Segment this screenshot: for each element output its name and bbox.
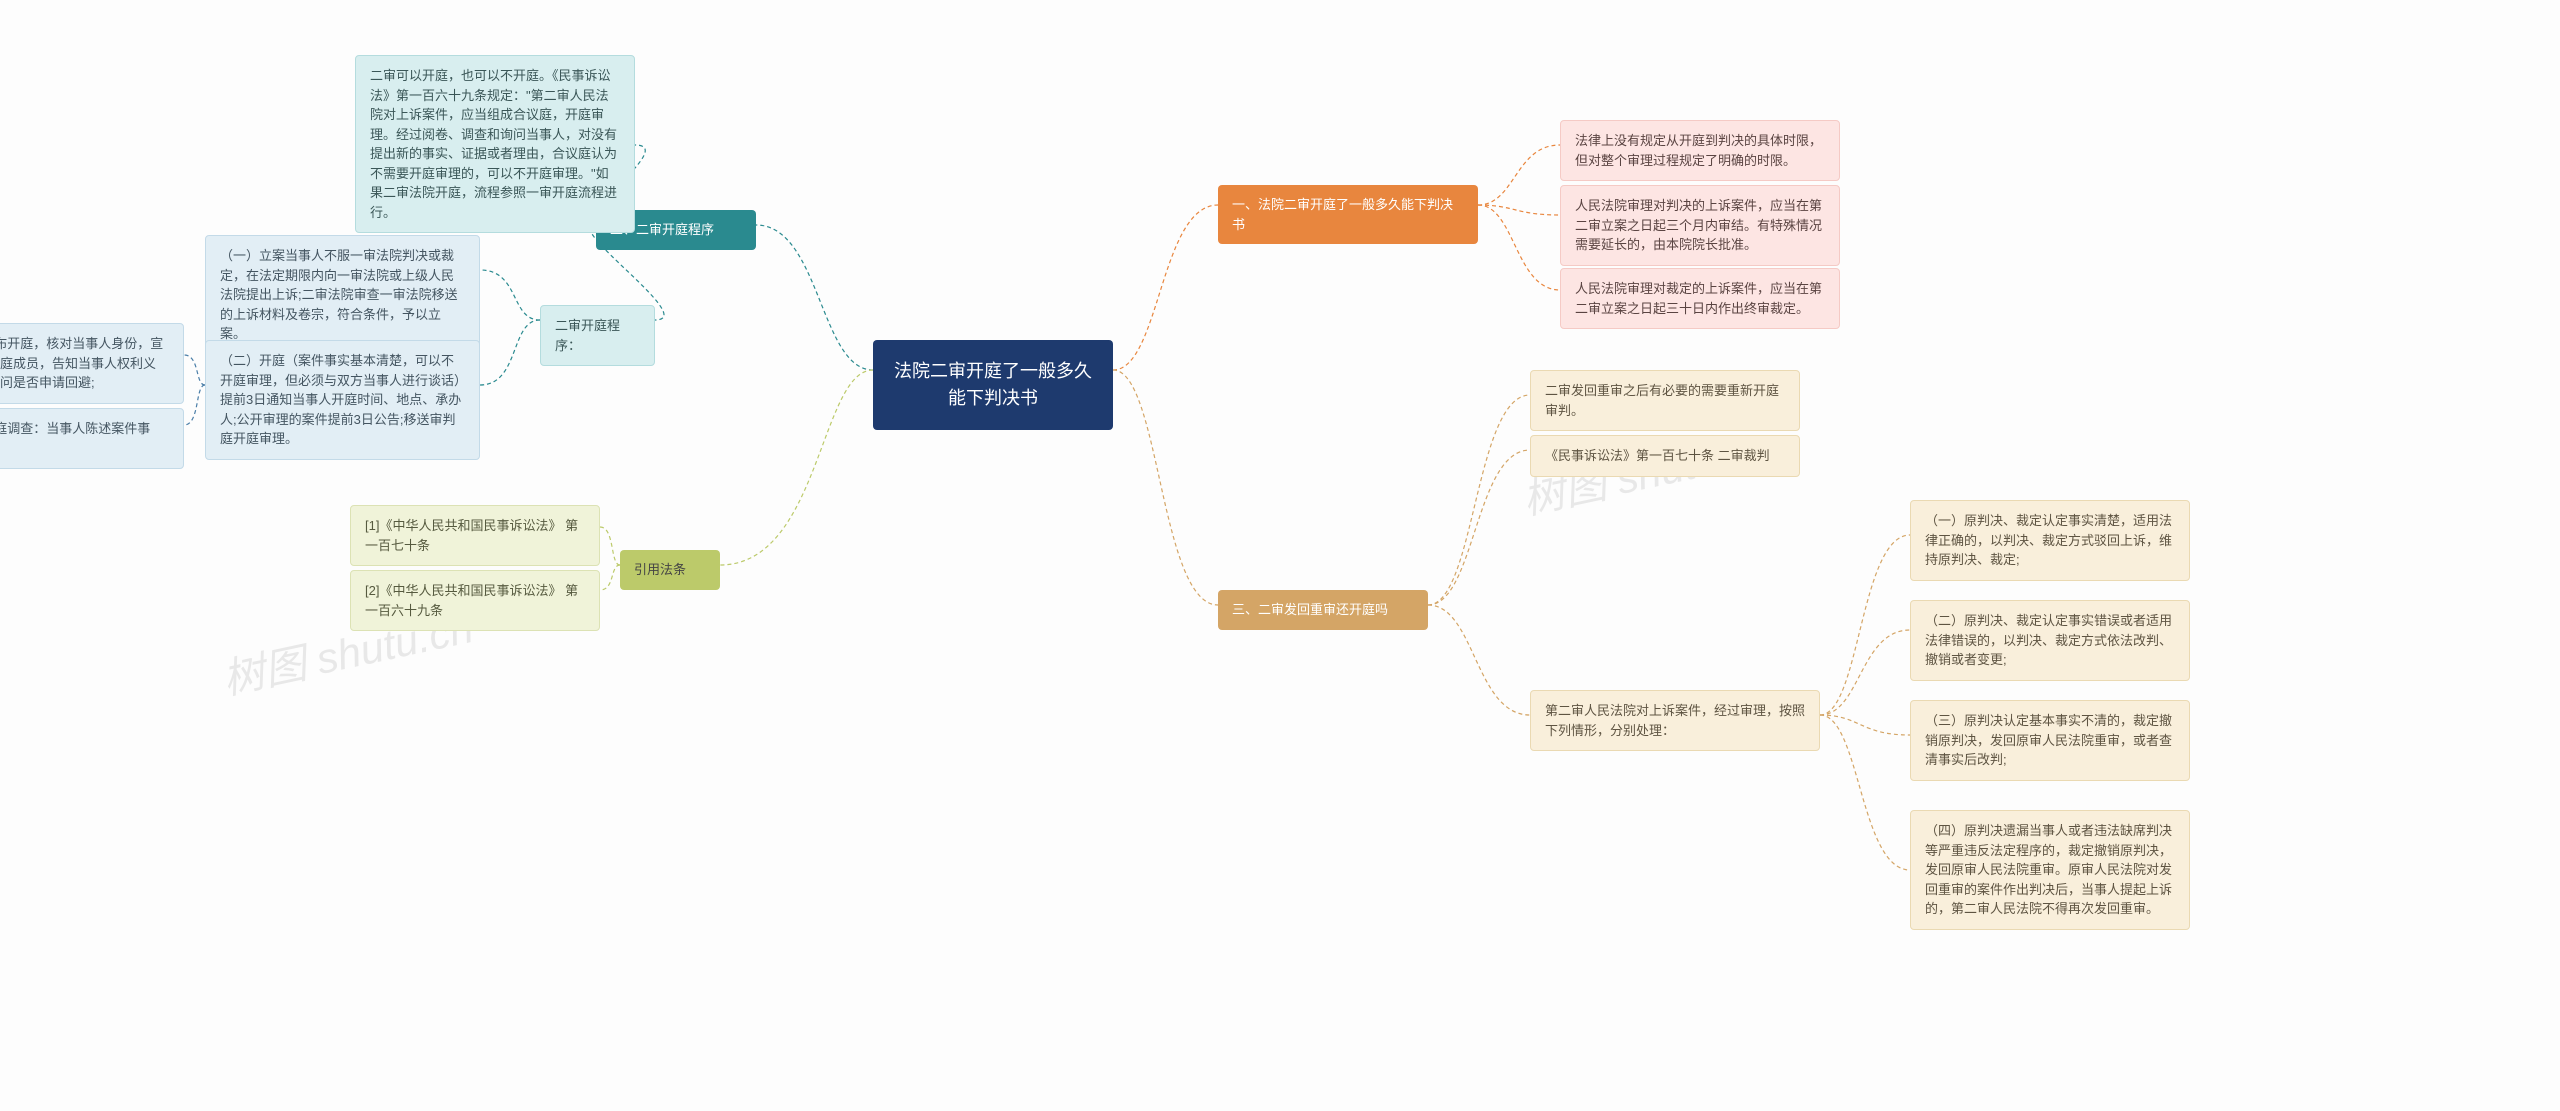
section-one-leaf-2: 人民法院审理对裁定的上诉案件，应当在第二审立案之日起三十日内作出终审裁定。 [1560, 268, 1840, 329]
section-ref-item-0: [1]《中华人民共和国民事诉讼法》 第一百七十条 [350, 505, 600, 566]
section-three-leaf-1: 《民事诉讼法》第一百七十条 二审裁判 [1530, 435, 1800, 477]
section-three-title: 三、二审发回重审还开庭吗 [1232, 602, 1388, 617]
section-three-sub: 第二审人民法院对上诉案件，经过审理，按照下列情形，分别处理： [1530, 690, 1820, 751]
section-two-deep-0: 1、宣布开庭，核对当事人身份，宣布合议庭成员，告知当事人权利义务，询问是否申请回… [0, 323, 184, 404]
root-node: 法院二审开庭了一般多久能下判决书 [873, 340, 1113, 430]
section-one-leaf-1: 人民法院审理对判决的上诉案件，应当在第二审立案之日起三个月内审结。有特殊情况需要… [1560, 185, 1840, 266]
section-two-deep-1: 2、法庭调查：当事人陈述案件事实。 [0, 408, 184, 469]
section-three-sub-item-1: （二）原判决、裁定认定事实错误或者适用法律错误的，以判决、裁定方式依法改判、撤销… [1910, 600, 2190, 681]
section-two-para: 二审可以开庭，也可以不开庭。《民事诉讼法》第一百六十九条规定："第二审人民法院对… [355, 55, 635, 233]
section-two-proc-1: （二）开庭（案件事实基本清楚，可以不开庭审理，但必须与双方当事人进行谈话）提前3… [205, 340, 480, 460]
section-one-leaf-0: 法律上没有规定从开庭到判决的具体时限，但对整个审理过程规定了明确的时限。 [1560, 120, 1840, 181]
section-three-sub-item-0: （一）原判决、裁定认定事实清楚，适用法律正确的，以判决、裁定方式驳回上诉，维持原… [1910, 500, 2190, 581]
section-two-proc-0: （一）立案当事人不服一审法院判决或裁定，在法定期限内向一审法院或上级人民法院提出… [205, 235, 480, 355]
section-ref-item-1: [2]《中华人民共和国民事诉讼法》 第一百六十九条 [350, 570, 600, 631]
section-ref-title: 引用法条 [634, 562, 686, 577]
section-ref: 引用法条 [620, 550, 720, 590]
section-three-sub-item-2: （三）原判决认定基本事实不清的，裁定撤销原判决，发回原审人民法院重审，或者查清事… [1910, 700, 2190, 781]
section-three-leaf-0: 二审发回重审之后有必要的需要重新开庭审判。 [1530, 370, 1800, 431]
section-three: 三、二审发回重审还开庭吗 [1218, 590, 1428, 630]
section-three-sub-item-3: （四）原判决遗漏当事人或者违法缺席判决等严重违反法定程序的，裁定撤销原判决，发回… [1910, 810, 2190, 930]
root-title: 法院二审开庭了一般多久能下判决书 [894, 361, 1092, 408]
section-one-title: 一、法院二审开庭了一般多久能下判决书 [1232, 197, 1453, 232]
section-two-proc-label: 二审开庭程序： [540, 305, 655, 366]
section-one: 一、法院二审开庭了一般多久能下判决书 [1218, 185, 1478, 244]
